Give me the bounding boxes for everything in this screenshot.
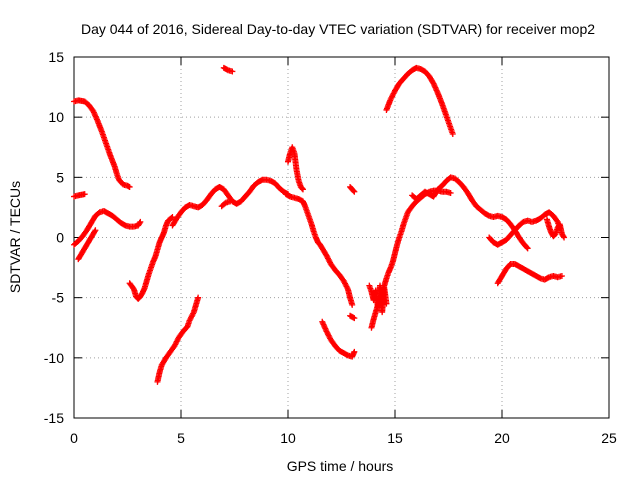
data-point [447,189,454,196]
data-point [229,68,236,75]
data-segment [347,183,358,195]
data-segment [383,64,456,138]
data-point [560,233,567,240]
x-tick-label: 20 [494,430,510,446]
y-axis-label: SDTVAR / TECUs [7,181,23,293]
data-point [523,244,530,251]
data-segment [126,214,176,302]
data-point [383,300,390,307]
data-point [524,245,531,252]
data-segment [220,64,236,75]
data-segment [71,191,88,200]
data-point [91,228,98,235]
data-segment [154,294,202,385]
data-segment [543,216,568,241]
data-points [71,64,568,385]
x-tick-label: 10 [280,430,296,446]
x-tick-label: 15 [387,430,403,446]
data-point [168,214,175,221]
y-tick-label: -5 [52,290,65,306]
data-segment [409,174,531,252]
y-tick-label: -10 [44,350,64,366]
data-point [136,220,143,227]
data-point [137,218,144,225]
data-segment [71,97,133,190]
data-point [351,348,358,355]
data-point [169,214,176,221]
data-point [449,131,456,138]
data-point [299,186,306,193]
data-segment [368,187,454,331]
data-segment [282,191,356,308]
grid-lines [74,57,609,418]
data-point [227,198,234,205]
data-point [81,191,88,198]
data-point [299,185,306,192]
chart-title: Day 044 of 2016, Sidereal Day-to-day VTE… [81,21,595,37]
data-point [126,183,133,190]
data-segment [169,176,291,229]
x-tick-label: 0 [70,430,78,446]
x-tick-label: 25 [601,430,617,446]
data-segment [75,227,99,263]
y-tick-label: 0 [56,230,64,246]
data-point [351,188,358,195]
data-segment [494,260,565,287]
data-segment [319,318,358,360]
data-point [561,234,568,241]
data-point [350,187,357,194]
data-segment [218,198,234,210]
data-point [92,227,99,234]
data-point [195,294,202,301]
data-point [351,315,358,322]
y-tick-label: 15 [48,49,64,65]
data-point [349,301,356,308]
x-tick-label: 5 [177,430,185,446]
data-point [558,273,565,280]
x-axis-label: GPS time / hours [287,458,394,474]
axis-ticks: 0 5 10 15 20 25 -15 -10 -5 0 5 10 15 [44,49,617,446]
y-tick-label: 10 [48,109,64,125]
data-segment [347,312,358,322]
y-tick-label: 5 [56,169,64,185]
y-tick-label: -15 [44,410,64,426]
data-segment [71,208,144,248]
data-segment [285,144,306,193]
